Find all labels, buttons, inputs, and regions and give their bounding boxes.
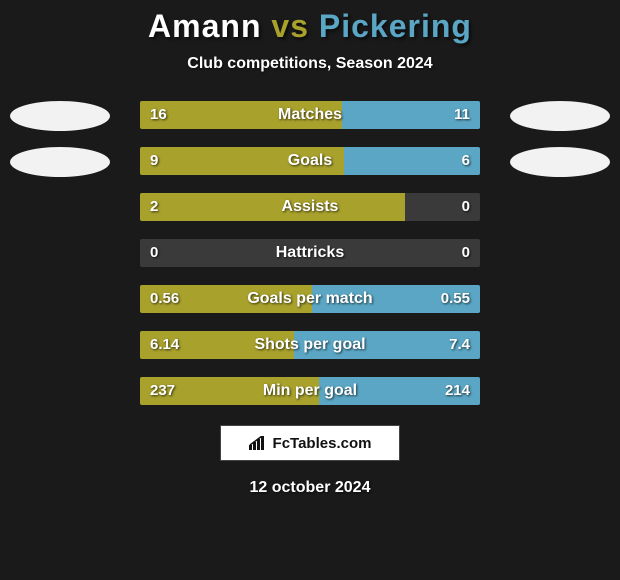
stat-bar-track: Goals per match0.560.55 bbox=[140, 285, 480, 313]
stat-fill-right bbox=[342, 101, 480, 129]
subtitle: Club competitions, Season 2024 bbox=[0, 55, 620, 73]
chart-icon bbox=[249, 436, 267, 450]
stat-fill-left bbox=[140, 101, 342, 129]
stat-row: Matches1611 bbox=[0, 101, 620, 131]
stat-bar-track: Goals96 bbox=[140, 147, 480, 175]
stat-fill-right bbox=[312, 285, 480, 313]
comparison-card: Amann vs Pickering Club competitions, Se… bbox=[0, 0, 620, 580]
stat-fill-left bbox=[140, 193, 405, 221]
team-badge-right bbox=[510, 147, 610, 177]
stat-row: Hattricks0 0 bbox=[0, 239, 620, 269]
stat-row: Min per goal237214 bbox=[0, 377, 620, 407]
stats-container: Matches1611Goals96Assists20Hattricks00Go… bbox=[0, 101, 620, 407]
watermark-badge: FcTables.com bbox=[220, 425, 400, 461]
stat-row: Assists20 bbox=[0, 193, 620, 223]
watermark-text: FcTables.com bbox=[273, 435, 372, 452]
team-badge-left bbox=[10, 101, 110, 131]
title-player1: Amann bbox=[148, 8, 261, 44]
stat-bar-track: Shots per goal6.147.4 bbox=[140, 331, 480, 359]
date-text: 12 october 2024 bbox=[0, 479, 620, 497]
stat-row: Shots per goal6.147.4 bbox=[0, 331, 620, 361]
stat-fill-left bbox=[140, 285, 312, 313]
page-title: Amann vs Pickering bbox=[0, 8, 620, 45]
stat-label: Hattricks bbox=[140, 239, 480, 267]
stat-bar-track: Hattricks0 0 bbox=[140, 239, 480, 267]
team-badge-right bbox=[510, 101, 610, 131]
stat-fill-left bbox=[140, 377, 319, 405]
stat-value-right: 0 bbox=[462, 193, 470, 221]
stat-fill-left bbox=[140, 331, 294, 359]
team-badge-left bbox=[10, 147, 110, 177]
stat-row: Goals per match0.560.55 bbox=[0, 285, 620, 315]
stat-value-left: 0 bbox=[150, 239, 158, 267]
stat-value-right: 0 bbox=[462, 239, 470, 267]
stat-row: Goals96 bbox=[0, 147, 620, 177]
stat-fill-right bbox=[344, 147, 480, 175]
stat-fill-right bbox=[319, 377, 480, 405]
title-player2: Pickering bbox=[319, 8, 472, 44]
stat-bar-track: Assists20 bbox=[140, 193, 480, 221]
title-vs: vs bbox=[271, 8, 309, 44]
stat-bar-track: Matches1611 bbox=[140, 101, 480, 129]
stat-fill-left bbox=[140, 147, 344, 175]
stat-fill-right bbox=[294, 331, 480, 359]
stat-bar-track: Min per goal237214 bbox=[140, 377, 480, 405]
